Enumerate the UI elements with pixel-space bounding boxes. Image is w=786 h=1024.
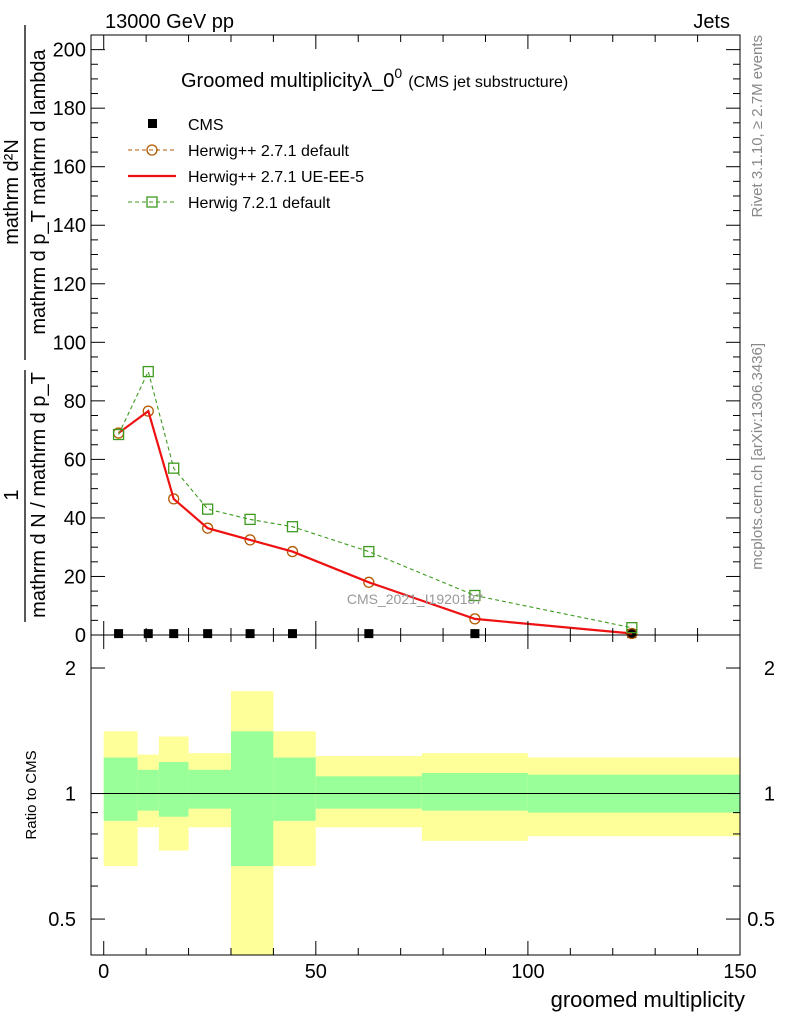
analysis-watermark: CMS_2021_I1920187: [347, 591, 483, 607]
data-point-cms: [114, 629, 124, 639]
ratio-axes: 0.5 0.5 1 1 2 2 0 50 100 150: [48, 635, 775, 983]
x-tick-label: 100: [511, 961, 544, 983]
legend-label-herwigpp-default: Herwig++ 2.7.1 default: [188, 143, 350, 160]
header-process-label: Jets: [693, 11, 730, 33]
data-point-herwig-7-2-1-default: [112, 428, 125, 441]
ratio-y-axis-label: Ratio to CMS: [23, 750, 40, 839]
data-point-herwig-2-7-1-default: [168, 493, 180, 505]
x-tick-label: 0: [98, 961, 109, 983]
chart-title-main: Groomed multiplicityλ_0: [181, 70, 394, 92]
data-point-herwig-7-2-1-default: [286, 521, 299, 533]
ratio-band-stat: [273, 757, 316, 821]
y-tick-label: 140: [53, 215, 86, 237]
ratio-band-stat: [137, 769, 159, 811]
data-point-herwig-7-2-1-default: [168, 462, 180, 474]
mcplots-credit-label: mcplots.cern.ch [arXiv:1306.3436]: [749, 343, 766, 570]
data-point-herwig-7-2-1-default: [626, 622, 638, 634]
ratio-y-tick-label-left: 2: [65, 658, 76, 680]
data-point-herwig-2-7-1-default: [363, 576, 375, 588]
data-point-herwig-7-2-1-default: [244, 513, 256, 526]
legend-marker-cms: [148, 119, 157, 128]
x-tick-label: 50: [305, 961, 327, 983]
x-tick-label: 150: [723, 961, 756, 983]
chart-title: Groomed multiplicityλ_00 (CMS jet substru…: [181, 65, 568, 92]
data-point-herwig-2-7-1-default: [286, 545, 299, 558]
legend-marker-herwig7-default: [146, 196, 158, 208]
ylabel-numerator: mathrm d²N: [1, 139, 23, 245]
data-point-herwig-7-2-1-default: [469, 589, 481, 602]
data-point-cms: [203, 629, 213, 639]
main-y-axis-label: 1 mathrm d N / mathrm d p_T mathrm d²N m…: [1, 25, 50, 622]
ratio-plot-data: [103, 691, 740, 955]
chart-title-superscript: 0: [394, 65, 402, 81]
ratio-panel: 0.5 0.5 1 1 2 2 0 50 100 150 Ratio to CMS groomed…: [23, 634, 775, 1012]
legend-label-herwig7-default: Herwig 7.2.1 default: [188, 195, 331, 212]
data-point-herwig-7-2-1-default: [142, 365, 154, 378]
legend-marker-herwigpp-default: [146, 144, 158, 156]
y-tick-label: 40: [64, 508, 86, 530]
ratio-y-tick-label-right: 0.5: [747, 909, 775, 931]
ratio-band-stat: [421, 773, 528, 811]
data-point-cms: [287, 629, 297, 639]
ratio-y-tick-label-left: 1: [65, 784, 76, 806]
data-point-herwig-2-7-1-default: [142, 405, 154, 417]
y-tick-label: 80: [64, 391, 86, 413]
y-tick-label: 160: [53, 157, 86, 179]
data-point-cms: [470, 629, 480, 639]
ratio-y-tick-label-left: 0.5: [48, 909, 76, 931]
ratio-y-tick-label-right: 2: [764, 658, 775, 680]
data-point-cms: [364, 629, 374, 639]
main-panel: 0 20 40 60 80 100 120 140 160 180 200 Groomed mult…: [1, 25, 741, 647]
main-axes: 0 20 40 60 80 100 120 140 160 180 200: [53, 35, 741, 647]
y-tick-label: 180: [53, 98, 86, 120]
ratio-plot-frame: [90, 634, 741, 956]
legend: CMS Herwig++ 2.7.1 default Herwig++ 2.7.…: [128, 117, 364, 212]
ratio-band-stat: [315, 776, 422, 809]
y-tick-label: 20: [64, 566, 86, 588]
ratio-band-stat: [158, 762, 189, 817]
data-point-cms: [245, 629, 255, 639]
y-tick-label: 0: [75, 625, 86, 647]
data-point-herwig-2-7-1-default: [202, 522, 214, 534]
ylabel-denominator: mathrm d p_T mathrm d lambda: [28, 48, 50, 334]
data-point-cms: [143, 629, 153, 639]
ylabel-prefix-denominator: mathrm d N / mathrm d p_T: [28, 372, 50, 618]
ratio-band-stat: [188, 769, 231, 809]
data-point-herwig-7-2-1-default: [363, 545, 375, 558]
series-line-herwig-7-2-1-default: [118, 369, 632, 629]
data-point-cms: [169, 629, 179, 639]
ratio-band-stat: [230, 731, 274, 867]
y-tick-label: 100: [53, 332, 86, 354]
y-tick-label: 60: [64, 449, 86, 471]
rivet-version-label: Rivet 3.1.10, ≥ 2.7M events: [749, 35, 766, 218]
ylabel-prefix-numerator: 1: [1, 489, 23, 500]
data-point-cms: [627, 629, 637, 639]
legend-label-herwigpp-ue-ee-5: Herwig++ 2.7.1 UE-EE-5: [188, 169, 364, 186]
main-plot-data: [112, 365, 638, 640]
y-tick-label: 120: [53, 274, 86, 296]
data-point-herwig-2-7-1-default: [244, 534, 256, 546]
header-energy-label: 13000 GeV pp: [105, 11, 234, 33]
series-line-herwig-2-7-1-ue-ee-5: [117, 409, 632, 635]
chart-subtitle: (CMS jet substructure): [408, 74, 568, 91]
x-axis-label: groomed multiplicity: [551, 987, 745, 1012]
y-tick-label: 200: [53, 40, 86, 62]
ratio-y-tick-label-right: 1: [764, 784, 775, 806]
ratio-band-stat: [103, 757, 138, 821]
data-point-herwig-7-2-1-default: [202, 503, 214, 515]
legend-label-cms: CMS: [188, 117, 224, 134]
